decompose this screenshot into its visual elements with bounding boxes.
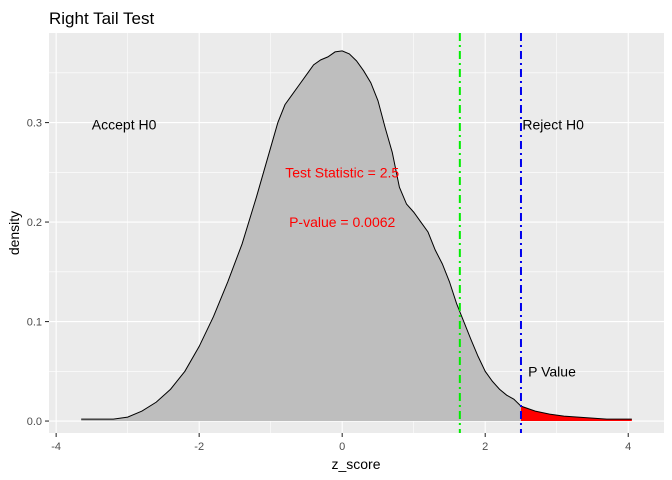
y-tick-label-2: 0.2 xyxy=(27,217,42,229)
x-tick-label-0: -4 xyxy=(51,441,61,453)
y-tick-label-0: 0.0 xyxy=(27,416,42,428)
density-area xyxy=(81,50,632,422)
x-axis: -4 -2 0 2 4 xyxy=(51,433,631,453)
y-axis-title: density xyxy=(6,211,22,255)
annotation-1: Reject H0 xyxy=(522,117,584,133)
x-tick-label-2: 0 xyxy=(339,441,345,453)
annotations: Accept H0 Reject H0 Test Statistic = 2.5 P-… xyxy=(92,117,584,380)
x-tick-label-4: 4 xyxy=(625,441,631,453)
annotation-3: P-value = 0.0062 xyxy=(289,214,395,230)
y-tick-label-3: 0.3 xyxy=(27,118,42,130)
critical-lines xyxy=(458,33,522,433)
chart-title: Right Tail Test xyxy=(49,9,154,28)
annotation-4: P Value xyxy=(528,363,576,379)
annotation-0: Accept H0 xyxy=(92,117,157,133)
density-outline xyxy=(81,50,632,420)
x-tick-label-1: -2 xyxy=(194,441,204,453)
x-tick-label-3: 2 xyxy=(482,441,488,453)
p-value-region xyxy=(520,406,632,422)
annotation-2: Test Statistic = 2.5 xyxy=(285,164,399,180)
x-axis-title: z_score xyxy=(331,456,380,472)
y-tick-label-1: 0.1 xyxy=(27,317,42,329)
density-fill xyxy=(81,50,632,422)
y-axis: 0.0 0.1 0.2 0.3 xyxy=(27,118,49,428)
